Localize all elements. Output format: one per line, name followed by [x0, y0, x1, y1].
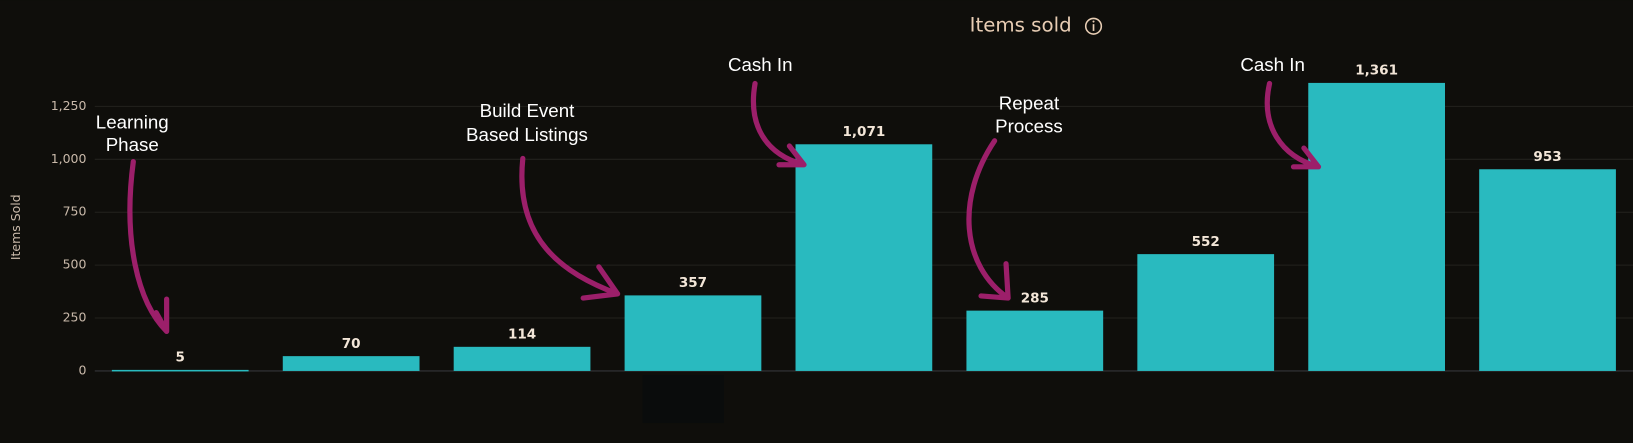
value-label: 5: [176, 350, 185, 366]
annotation: Based Listings: [466, 124, 588, 145]
arrow: [966, 138, 1011, 301]
annotations: Learning Phase Build Event Based Listing…: [96, 54, 1305, 155]
bar: [282, 356, 420, 371]
arrow: [750, 80, 807, 168]
annotation: Cash In: [728, 54, 793, 75]
arrows: [127, 80, 1322, 334]
y-tick-label: 250: [63, 310, 87, 325]
arrow: [127, 159, 170, 334]
plot-area: 0 250 500 750 1,000 1,250 5 70 114 357 1,071 285 552…: [51, 63, 1633, 377]
bar: [624, 295, 762, 371]
bar: [966, 310, 1104, 371]
value-label: 1,071: [843, 124, 886, 140]
bar: [453, 346, 591, 371]
info-circle[interactable]: [1084, 17, 1103, 35]
arrow: [519, 155, 621, 301]
y-tick-label: 1,250: [51, 98, 87, 113]
annotation: Cash In: [1240, 54, 1305, 75]
annotation: Process: [995, 115, 1063, 136]
y-tick-label: 1,000: [51, 151, 87, 166]
value-label: 114: [508, 326, 536, 342]
value-label: 285: [1021, 290, 1049, 306]
value-label: 70: [342, 336, 361, 352]
annotation: Learning: [96, 111, 169, 132]
annotation: Build Event: [480, 100, 576, 121]
bar: [1308, 82, 1445, 371]
hover-shadow: [642, 375, 724, 424]
value-label: 552: [1192, 234, 1220, 250]
value-label: 953: [1533, 149, 1561, 165]
y-axis-label: Items Sold: [8, 194, 23, 260]
chart-title: Items sold: [970, 14, 1072, 37]
value-label: 1,361: [1355, 63, 1398, 79]
bar: [1137, 254, 1275, 371]
info-icon[interactable]: [1084, 17, 1103, 35]
value-label: 357: [679, 275, 707, 291]
bar: [1479, 169, 1616, 371]
annotation: Phase: [106, 134, 159, 155]
info-dot: [1092, 20, 1095, 23]
y-tick-label: 0: [78, 362, 86, 377]
bar: [795, 144, 933, 371]
bar: [111, 369, 249, 372]
arrow: [1264, 80, 1322, 170]
y-tick-label: 750: [63, 204, 87, 219]
annotation: Repeat: [999, 93, 1060, 114]
y-tick-label: 500: [63, 257, 87, 272]
